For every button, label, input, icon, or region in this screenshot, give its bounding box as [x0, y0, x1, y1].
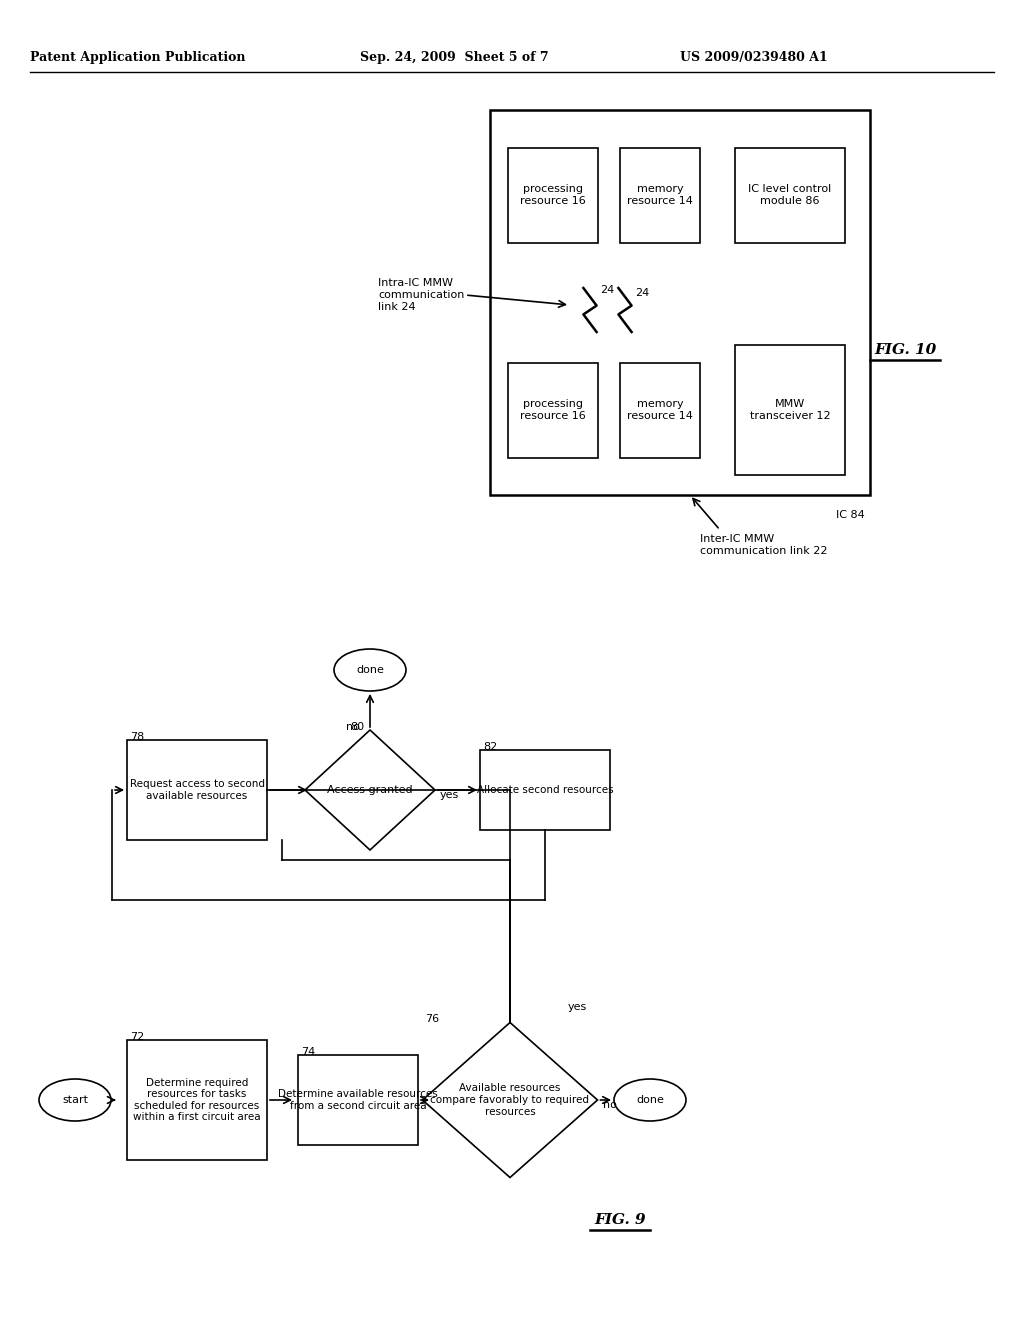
- Text: no: no: [346, 722, 360, 733]
- Text: 24: 24: [600, 285, 614, 294]
- Text: Sep. 24, 2009  Sheet 5 of 7: Sep. 24, 2009 Sheet 5 of 7: [360, 51, 549, 65]
- Bar: [480, 750, 610, 830]
- Bar: [735, 345, 845, 475]
- Bar: [127, 1040, 267, 1160]
- Text: FIG. 10: FIG. 10: [873, 343, 936, 356]
- Text: 74: 74: [301, 1047, 315, 1057]
- Text: IC 84: IC 84: [837, 510, 865, 520]
- Text: FIG. 9: FIG. 9: [594, 1213, 646, 1228]
- Text: 80: 80: [350, 722, 365, 733]
- Text: processing
resource 16: processing resource 16: [520, 399, 586, 421]
- Text: MMW
transceiver 12: MMW transceiver 12: [750, 399, 830, 421]
- Text: processing
resource 16: processing resource 16: [520, 185, 586, 206]
- Ellipse shape: [614, 1078, 686, 1121]
- Text: IC level control
module 86: IC level control module 86: [749, 185, 831, 206]
- Text: Determine available resources
from a second circuit area: Determine available resources from a sec…: [279, 1089, 438, 1111]
- Text: US 2009/0239480 A1: US 2009/0239480 A1: [680, 51, 827, 65]
- Text: start: start: [62, 1096, 88, 1105]
- Bar: [620, 148, 700, 243]
- Bar: [298, 1055, 418, 1144]
- Text: Request access to second
available resources: Request access to second available resou…: [129, 779, 264, 801]
- Text: done: done: [356, 665, 384, 675]
- Text: no: no: [602, 1100, 616, 1110]
- Text: 76: 76: [426, 1015, 439, 1024]
- Bar: [508, 363, 598, 458]
- Polygon shape: [423, 1023, 597, 1177]
- Text: Determine required
resources for tasks
scheduled for resources
within a first ci: Determine required resources for tasks s…: [133, 1077, 261, 1122]
- Text: Inter-IC MMW
communication link 22: Inter-IC MMW communication link 22: [700, 535, 827, 556]
- Text: Intra-IC MMW
communication
link 24: Intra-IC MMW communication link 24: [378, 279, 464, 312]
- Text: 24: 24: [635, 288, 649, 298]
- Text: memory
resource 14: memory resource 14: [627, 185, 693, 206]
- Polygon shape: [305, 730, 435, 850]
- Text: 72: 72: [130, 1032, 144, 1041]
- Text: Patent Application Publication: Patent Application Publication: [30, 51, 246, 65]
- Bar: [508, 148, 598, 243]
- Text: yes: yes: [440, 789, 459, 800]
- Text: memory
resource 14: memory resource 14: [627, 399, 693, 421]
- Text: done: done: [636, 1096, 664, 1105]
- Bar: [490, 110, 870, 495]
- Text: Access granted: Access granted: [328, 785, 413, 795]
- Ellipse shape: [334, 649, 406, 690]
- Bar: [127, 741, 267, 840]
- Text: Allocate second resources: Allocate second resources: [477, 785, 613, 795]
- Bar: [620, 363, 700, 458]
- Text: Available resources
compare favorably to required
resources: Available resources compare favorably to…: [430, 1084, 590, 1117]
- Ellipse shape: [39, 1078, 111, 1121]
- Bar: [735, 148, 845, 243]
- Text: 82: 82: [483, 742, 498, 752]
- Text: yes: yes: [567, 1002, 587, 1012]
- Text: 78: 78: [130, 733, 144, 742]
